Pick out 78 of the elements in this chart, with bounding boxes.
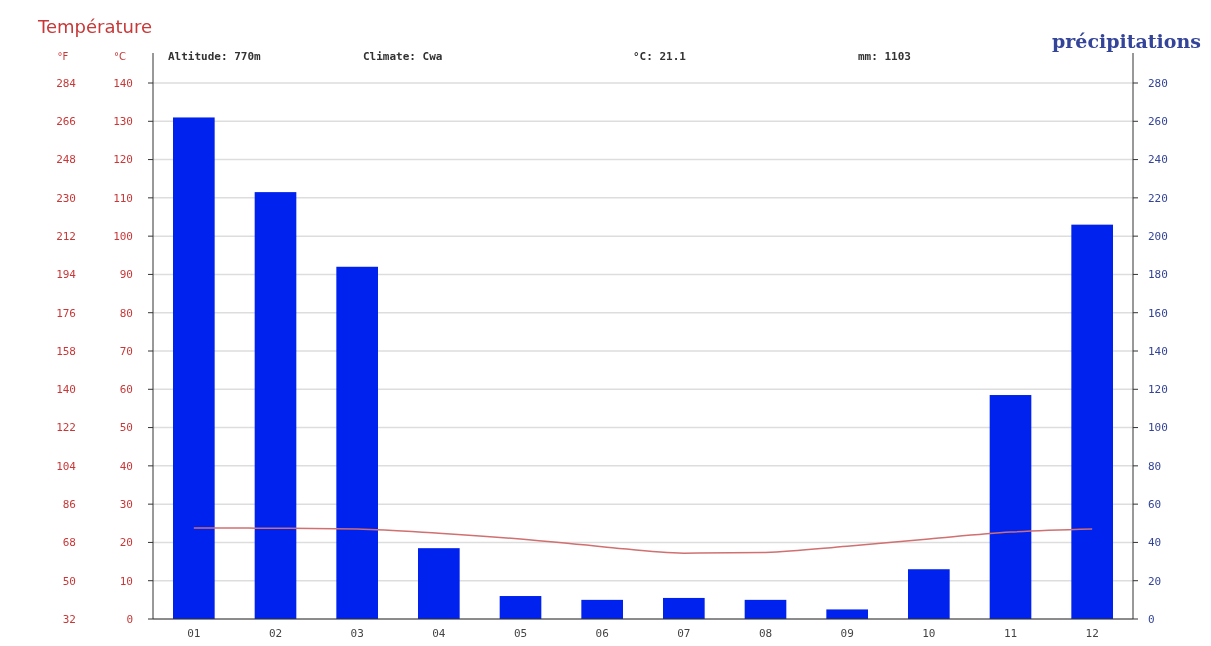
x-tick-label: 01 (187, 627, 201, 640)
text: °C: 21.1 (633, 50, 687, 63)
y2-tick-label: 100 (1148, 421, 1168, 435)
chart-title: Température (37, 16, 153, 37)
y2-tick-label: 20 (1148, 574, 1162, 588)
y3-tick-label: 86 (62, 497, 76, 511)
y3-tick-label: 248 (56, 153, 76, 167)
x-tick-label: 09 (840, 627, 854, 640)
y-tick-label: 120 (113, 153, 133, 167)
y-tick-label: 0 (126, 612, 133, 626)
y-tick-label: 90 (119, 268, 133, 282)
y2-tick-label: 40 (1148, 536, 1162, 550)
y2-tick-label: 280 (1148, 76, 1168, 90)
y3-tick-label: 266 (56, 115, 76, 129)
y3-tick-label: 212 (56, 229, 76, 243)
bar (826, 609, 868, 619)
y3-tick-label: 140 (56, 383, 76, 397)
y3-tick-label: 158 (56, 344, 76, 358)
y2-tick-label: 200 (1148, 229, 1168, 243)
text: Climate: Cwa (363, 50, 443, 63)
y2-tick-label: 160 (1148, 306, 1168, 320)
y-tick-label: 40 (119, 459, 133, 473)
y-tick-label: 80 (119, 306, 133, 320)
x-tick-label: 12 (1085, 627, 1099, 640)
bar (499, 596, 542, 619)
y2-tick-label: 120 (1148, 383, 1168, 397)
x-tick-label: 06 (595, 627, 609, 640)
y3-tick-label: 284 (56, 76, 77, 90)
text: Altitude: 770m (168, 50, 262, 63)
y2-tick-label: 180 (1148, 268, 1168, 282)
y3-tick-label: 230 (56, 191, 76, 205)
y-tick-label: 140 (113, 76, 133, 90)
y-tick-label: 20 (119, 536, 133, 550)
y2-tick-label: 240 (1148, 153, 1168, 167)
y-tick-label: 130 (113, 115, 133, 129)
y-axis-title: °C (114, 51, 127, 62)
y3-tick-label: 68 (62, 536, 76, 550)
bar (336, 266, 378, 619)
y2-tick-label: 0 (1148, 612, 1155, 626)
x-tick-label: 03 (350, 627, 364, 640)
y-tick-label: 10 (119, 574, 133, 588)
bar (581, 599, 623, 619)
x-tick-label: 04 (432, 627, 446, 640)
y2-tick-label: 80 (1148, 459, 1162, 473)
bar (663, 597, 705, 619)
x-tick-label: 11 (1003, 627, 1018, 640)
x-tick-label: 05 (513, 627, 528, 640)
y-tick-label: 100 (113, 229, 133, 243)
bar (173, 117, 215, 619)
x-tick-label: 10 (922, 627, 936, 640)
x-tick-label: 08 (758, 627, 773, 640)
y3-axis-title: °F (57, 51, 69, 62)
y-tick-label: 30 (119, 497, 133, 511)
y3-tick-label: 176 (56, 306, 76, 320)
x-tick-label: 07 (677, 627, 691, 640)
y2-tick-label: 260 (1148, 115, 1168, 129)
bar (908, 569, 950, 619)
bar (254, 192, 297, 619)
y-tick-label: 60 (119, 383, 133, 397)
bar (989, 395, 1032, 619)
y3-tick-label: 32 (62, 612, 76, 626)
bar (418, 548, 460, 619)
y-tick-label: 50 (119, 421, 133, 435)
line-series (193, 527, 1093, 554)
y-tick-label: 70 (119, 344, 133, 358)
y3-tick-label: 50 (62, 574, 76, 588)
y2-axis-title: précipitations (1052, 30, 1201, 52)
bar (1071, 224, 1113, 619)
y3-tick-label: 104 (56, 459, 77, 473)
y2-tick-label: 220 (1148, 191, 1168, 205)
y2-tick-label: 140 (1148, 344, 1168, 358)
text: mm: 1103 (858, 50, 911, 63)
y2-tick-label: 60 (1148, 497, 1162, 511)
y-tick-label: 110 (113, 191, 133, 205)
x-tick-label: 02 (268, 627, 283, 640)
bar (744, 599, 787, 619)
y3-tick-label: 122 (56, 421, 76, 435)
y3-tick-label: 194 (56, 268, 77, 282)
